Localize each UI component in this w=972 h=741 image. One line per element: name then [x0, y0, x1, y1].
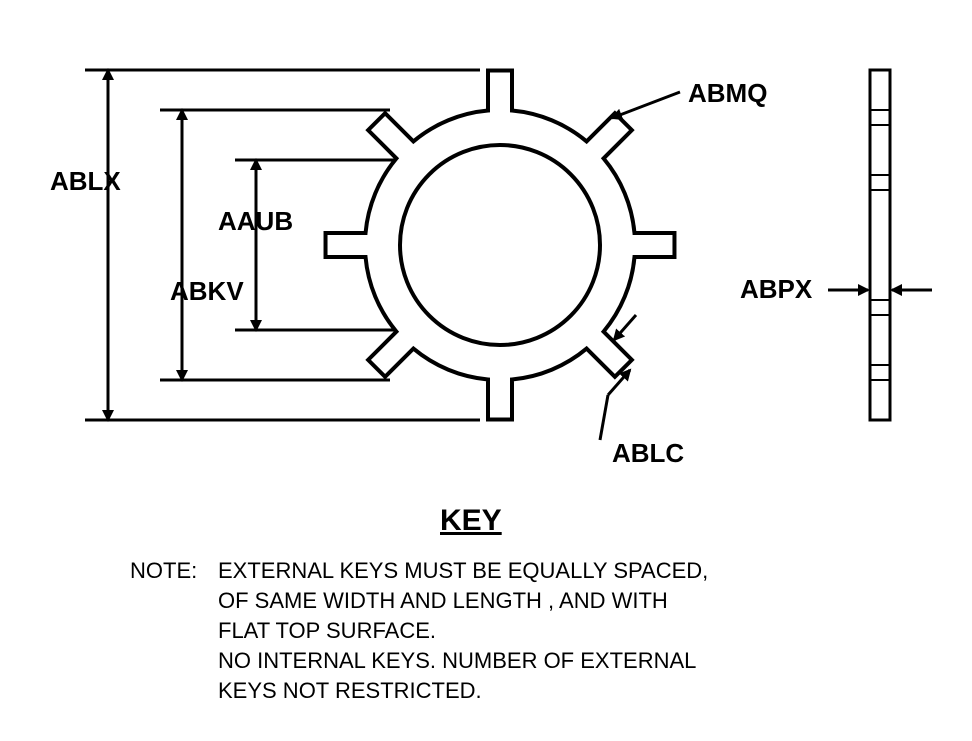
note-line-3: NO INTERNAL KEYS. NUMBER OF EXTERNAL — [218, 648, 696, 673]
ablc-arrow-1 — [614, 315, 636, 340]
abmq-leader — [612, 92, 680, 118]
note-line-4: KEYS NOT RESTRICTED. — [218, 678, 482, 703]
washer-inner-circle — [400, 145, 600, 345]
abpx-label: ABPX — [740, 274, 813, 304]
washer-side-view — [870, 70, 890, 420]
aaub-label: AAUB — [218, 206, 293, 236]
abmq-label: ABMQ — [688, 78, 767, 108]
key-washer-diagram: ABLX ABKV AAUB ABMQ ABLC ABPX KEY NOTE: — [0, 0, 972, 741]
note-prefix: NOTE: — [130, 558, 197, 583]
ablc-leader — [600, 395, 608, 440]
washer-front-view — [326, 71, 675, 420]
note-line-0: EXTERNAL KEYS MUST BE EQUALLY SPACED, — [218, 558, 708, 583]
abkv-label: ABKV — [170, 276, 244, 306]
note-line-1: OF SAME WIDTH AND LENGTH , AND WITH — [218, 588, 668, 613]
ablx-label: ABLX — [50, 166, 121, 196]
ablc-label: ABLC — [612, 438, 684, 468]
note-line-2: FLAT TOP SURFACE. — [218, 618, 436, 643]
diagram-title: KEY — [440, 504, 502, 537]
